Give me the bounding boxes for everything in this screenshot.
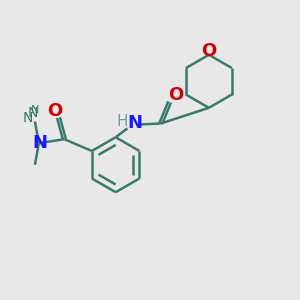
Text: O: O bbox=[47, 102, 62, 120]
Text: N: N bbox=[28, 106, 38, 120]
Text: N: N bbox=[31, 105, 39, 115]
Text: O: O bbox=[201, 42, 217, 60]
Text: N: N bbox=[128, 115, 143, 133]
Text: N: N bbox=[23, 111, 33, 124]
Text: N: N bbox=[32, 134, 47, 152]
Text: H: H bbox=[117, 114, 128, 129]
Text: O: O bbox=[168, 86, 183, 104]
